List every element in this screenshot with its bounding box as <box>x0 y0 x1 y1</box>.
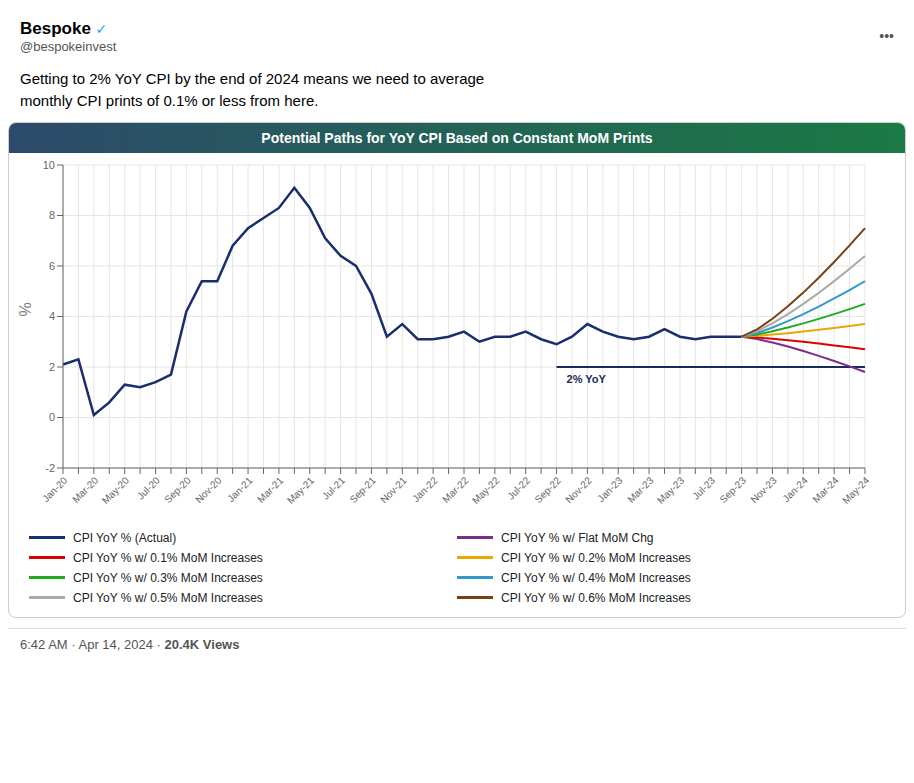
svg-text:Jan-22: Jan-22 <box>410 474 440 504</box>
svg-text:6: 6 <box>49 259 55 271</box>
svg-text:Jul-21: Jul-21 <box>320 474 347 501</box>
svg-text:4: 4 <box>49 310 55 322</box>
svg-text:Nov-22: Nov-22 <box>563 474 594 505</box>
svg-text:Jan-23: Jan-23 <box>595 474 625 504</box>
html-text:6:42 AM · Apr 14, 2024 · 20.4K: 6:42 AM · Apr 14, 2024 · 20.4K Views <box>20 636 240 652</box>
svg-text:May-24: May-24 <box>840 474 872 506</box>
svg-text:Mar-22: Mar-22 <box>440 474 470 504</box>
svg-text:2% YoY: 2% YoY <box>567 373 607 385</box>
svg-text:Nov-20: Nov-20 <box>193 474 224 505</box>
svg-text:May-23: May-23 <box>655 474 687 506</box>
html-text:CPI YoY % w/ 0.1% MoM Increase: CPI YoY % w/ 0.1% MoM Increases <box>73 550 263 565</box>
svg-text:Sep-21: Sep-21 <box>347 474 378 505</box>
html-text:CPI YoY % (Actual): CPI YoY % (Actual) <box>73 530 177 545</box>
svg-text:Mar-21: Mar-21 <box>255 474 285 504</box>
svg-text:Jan-20: Jan-20 <box>40 474 70 504</box>
svg-text:May-21: May-21 <box>285 474 317 506</box>
html-text:Getting to 2% YoY CPI by the e: Getting to 2% YoY CPI by the end of 2024… <box>20 70 485 109</box>
html-text:CPI YoY % w/ 0.4% MoM Increase: CPI YoY % w/ 0.4% MoM Increases <box>501 570 691 585</box>
svg-text:Mar-24: Mar-24 <box>810 474 840 504</box>
html-text:@bespokeinvest: @bespokeinvest <box>20 38 117 54</box>
svg-text:Mar-20: Mar-20 <box>70 474 100 504</box>
svg-text:-2: -2 <box>45 461 55 473</box>
svg-text:10: 10 <box>43 158 55 170</box>
svg-text:0: 0 <box>49 411 55 423</box>
svg-text:Jul-22: Jul-22 <box>505 474 532 501</box>
svg-text:Sep-22: Sep-22 <box>532 474 563 505</box>
html-text:CPI YoY % w/ 0.5% MoM Increase: CPI YoY % w/ 0.5% MoM Increases <box>73 590 263 605</box>
svg-text:Jan-21: Jan-21 <box>225 474 255 504</box>
svg-text:2: 2 <box>49 360 55 372</box>
svg-text:May-22: May-22 <box>470 474 502 506</box>
html-text:Bespoke ✓: Bespoke ✓ <box>20 18 108 38</box>
html-text:CPI YoY % w/ 0.6% MoM Increase: CPI YoY % w/ 0.6% MoM Increases <box>501 590 691 605</box>
svg-text:%: % <box>17 302 34 316</box>
svg-text:May-20: May-20 <box>100 474 132 506</box>
svg-text:Nov-21: Nov-21 <box>378 474 409 505</box>
svg-text:Jul-20: Jul-20 <box>135 474 162 501</box>
svg-text:Sep-20: Sep-20 <box>162 474 193 505</box>
html-text:CPI YoY % w/ 0.3% MoM Increase: CPI YoY % w/ 0.3% MoM Increases <box>73 570 263 585</box>
svg-text:Sep-23: Sep-23 <box>717 474 748 505</box>
svg-text:Jan-24: Jan-24 <box>780 474 810 504</box>
svg-text:Nov-23: Nov-23 <box>748 474 779 505</box>
svg-text:Jul-23: Jul-23 <box>690 474 717 501</box>
html-text:CPI YoY % w/ Flat MoM Chg: CPI YoY % w/ Flat MoM Chg <box>501 530 654 545</box>
html-text:Potential Paths for YoY CPI Ba: Potential Paths for YoY CPI Based on Con… <box>261 129 653 146</box>
html-text:CPI YoY % w/ 0.2% MoM Increase: CPI YoY % w/ 0.2% MoM Increases <box>501 550 691 565</box>
svg-text:8: 8 <box>49 209 55 221</box>
svg-text:Mar-23: Mar-23 <box>625 474 655 504</box>
